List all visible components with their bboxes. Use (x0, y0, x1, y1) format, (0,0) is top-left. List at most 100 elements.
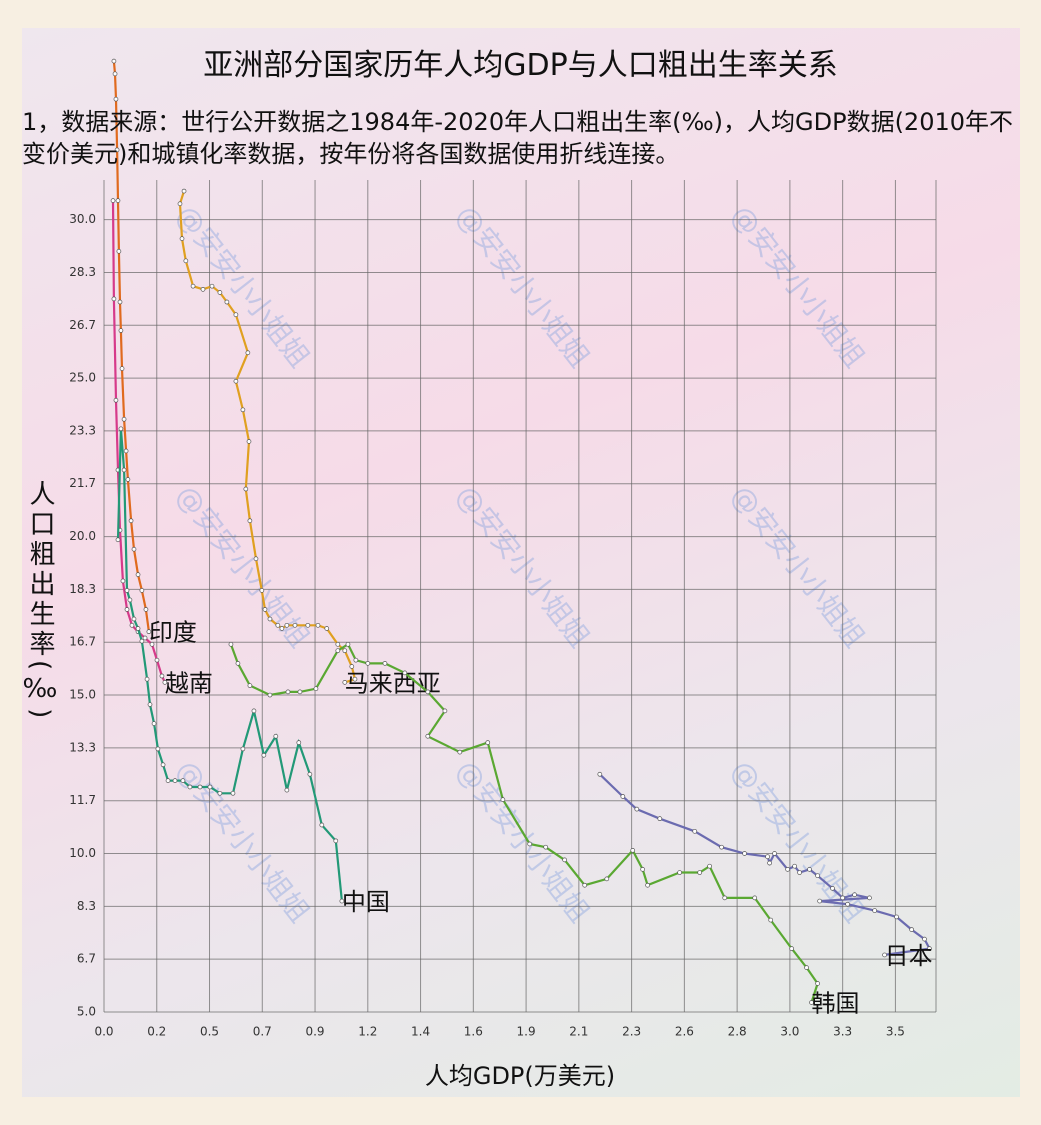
data-point (815, 981, 820, 986)
data-point (217, 790, 223, 796)
data-point (230, 790, 236, 796)
data-point (894, 914, 899, 920)
series-label: 日本 (885, 942, 933, 970)
data-point (807, 867, 812, 872)
data-point (315, 622, 321, 628)
data-point (284, 622, 290, 628)
data-point (324, 626, 330, 631)
y-tick-label: 26.7 (69, 318, 96, 332)
data-point (115, 198, 121, 203)
data-point (233, 378, 239, 384)
data-point (342, 648, 348, 654)
data-point (261, 752, 267, 758)
data-point (151, 721, 157, 726)
data-point (253, 556, 259, 562)
data-point (111, 296, 117, 302)
data-point (154, 657, 160, 663)
data-point (797, 870, 802, 875)
data-point (120, 578, 126, 584)
y-tick-label: 11.7 (69, 793, 96, 807)
watermark: @安安小小姐姐 (724, 199, 871, 374)
data-point (927, 946, 932, 951)
data-point (183, 258, 189, 264)
data-point (852, 892, 857, 898)
data-point (180, 778, 186, 783)
chart-title: 亚洲部分国家历年人均GDP与人口粗出生率关系 (203, 48, 838, 83)
data-point (139, 638, 145, 644)
data-point (402, 670, 408, 676)
data-point (279, 626, 285, 631)
data-point (527, 841, 533, 847)
series-label: 印度 (149, 619, 197, 647)
data-point (425, 733, 431, 739)
data-point (752, 895, 758, 901)
y-tick-label: 15.0 (69, 688, 96, 702)
x-tick-label: 3.3 (833, 1025, 852, 1039)
data-point (284, 787, 290, 793)
data-point (845, 901, 850, 907)
data-point (247, 518, 253, 524)
series-label: 中国 (342, 888, 390, 916)
background-panel (22, 28, 1020, 1097)
data-point (319, 822, 325, 828)
data-point (922, 936, 927, 942)
data-point (442, 708, 448, 714)
data-point (804, 965, 809, 970)
data-point (113, 397, 119, 403)
y-tick-label: 21.7 (69, 476, 96, 490)
data-point (909, 927, 914, 932)
data-point (307, 771, 313, 777)
data-point (118, 328, 124, 333)
data-point (872, 908, 878, 913)
data-point (121, 416, 127, 422)
data-point (207, 784, 213, 790)
data-point (118, 426, 124, 432)
data-point (224, 299, 230, 305)
data-point (719, 844, 724, 850)
x-tick-label: 0.7 (253, 1025, 272, 1039)
data-point (772, 851, 777, 856)
data-point (333, 838, 339, 844)
data-point (292, 622, 298, 628)
watermark: @安安小小姐姐 (449, 199, 596, 374)
data-point (114, 147, 120, 153)
data-point (128, 518, 134, 524)
x-tick-label: 2.6 (675, 1025, 694, 1039)
data-point (353, 657, 359, 663)
data-point (110, 198, 116, 203)
x-axis-label: 人均GDP(万美元) (425, 1062, 615, 1090)
data-point (135, 626, 141, 631)
data-point (190, 283, 196, 289)
data-point (830, 886, 835, 891)
data-point (262, 607, 268, 612)
data-point (562, 857, 567, 863)
y-tick-label: 5.0 (77, 1005, 96, 1019)
data-point (840, 895, 846, 901)
data-point (240, 746, 246, 752)
data-point (335, 648, 341, 654)
y-tick-label: 8.3 (77, 899, 96, 913)
data-point (147, 702, 153, 707)
data-point (742, 851, 747, 856)
data-point (597, 771, 603, 777)
data-point (165, 778, 171, 783)
data-point (457, 749, 463, 755)
data-point (240, 407, 246, 413)
data-point (243, 486, 249, 492)
data-point (815, 873, 820, 879)
data-point (181, 188, 187, 194)
data-point (235, 661, 241, 666)
x-tick-label: 3.0 (780, 1025, 799, 1039)
data-point (259, 588, 265, 593)
data-point (113, 96, 119, 102)
data-point (809, 1000, 814, 1005)
data-point (640, 867, 646, 872)
data-point (352, 676, 358, 682)
data-point (882, 952, 887, 958)
data-point (630, 848, 636, 853)
watermark: @安安小小姐姐 (169, 754, 316, 929)
data-point (297, 689, 303, 695)
data-point (267, 692, 273, 698)
data-point (209, 283, 215, 289)
